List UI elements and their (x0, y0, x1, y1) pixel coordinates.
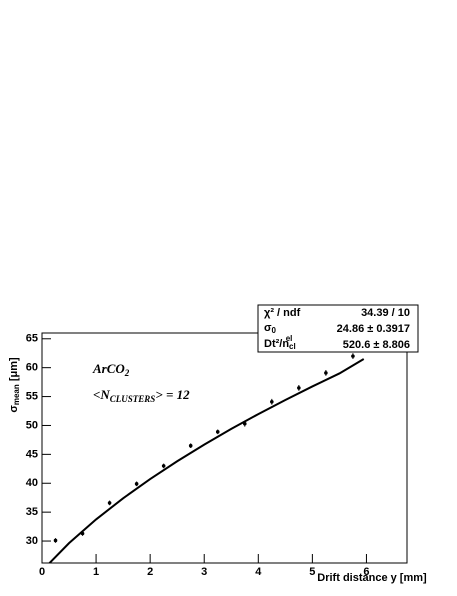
x-axis-label: Drift distance y [mm] (317, 572, 427, 584)
annotation: ArCO2 (92, 361, 130, 378)
data-point (297, 386, 301, 390)
data-point (215, 430, 220, 434)
y-axis-label: σmean [μm] (8, 357, 21, 413)
stats-box (257, 304, 419, 353)
data-point (188, 443, 193, 448)
x-tick-label: 4 (255, 566, 262, 578)
plot-area (48, 353, 365, 563)
stats-label: χ² / ndf (264, 307, 301, 319)
y-tick-label: 35 (26, 506, 38, 518)
x-tick-label: 3 (201, 566, 207, 578)
data-point (351, 354, 355, 358)
y-tick-label: 65 (26, 333, 38, 345)
y-tick-label: 30 (26, 535, 38, 547)
x-tick-label: 1 (93, 566, 99, 578)
stats-value: 520.6 ± 8.806 (343, 339, 410, 351)
stats-label: Dt²/nclel (264, 334, 296, 351)
y-tick-label: 40 (26, 477, 38, 489)
annotation: <NCLUSTERS> = 12 (93, 387, 190, 404)
data-point (53, 538, 58, 543)
stats-value: 34.39 / 10 (361, 307, 410, 319)
x-tick-label: 0 (39, 566, 45, 578)
y-tick-label: 50 (26, 419, 38, 431)
x-tick-label: 5 (309, 566, 315, 578)
y-tick-label: 45 (26, 448, 38, 460)
x-tick-label: 6 (363, 566, 369, 578)
plot-frame (41, 332, 408, 564)
data-point (161, 464, 166, 468)
data-point (324, 371, 328, 375)
data-point (107, 501, 112, 505)
stats-value: 24.86 ± 0.3917 (337, 323, 410, 335)
data-point (134, 482, 139, 486)
y-tick-label: 55 (26, 390, 38, 402)
fit-line (48, 358, 365, 563)
y-tick-label: 60 (26, 362, 38, 374)
x-tick-label: 2 (147, 566, 153, 578)
stats-label: σ0 (264, 322, 277, 335)
data-point (270, 399, 274, 404)
